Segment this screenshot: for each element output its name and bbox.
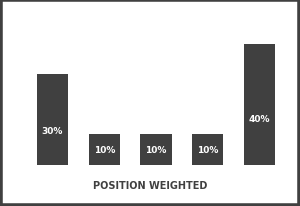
Bar — [89, 135, 120, 165]
Text: 10%: 10% — [94, 145, 115, 154]
Bar — [244, 45, 275, 165]
Bar — [192, 135, 223, 165]
Bar — [37, 75, 68, 165]
Text: 40%: 40% — [249, 115, 270, 124]
Bar — [140, 135, 172, 165]
Text: 30%: 30% — [42, 126, 63, 135]
Text: POSITION WEIGHTED: POSITION WEIGHTED — [93, 180, 207, 190]
Text: 10%: 10% — [197, 145, 218, 154]
Text: 10%: 10% — [145, 145, 167, 154]
